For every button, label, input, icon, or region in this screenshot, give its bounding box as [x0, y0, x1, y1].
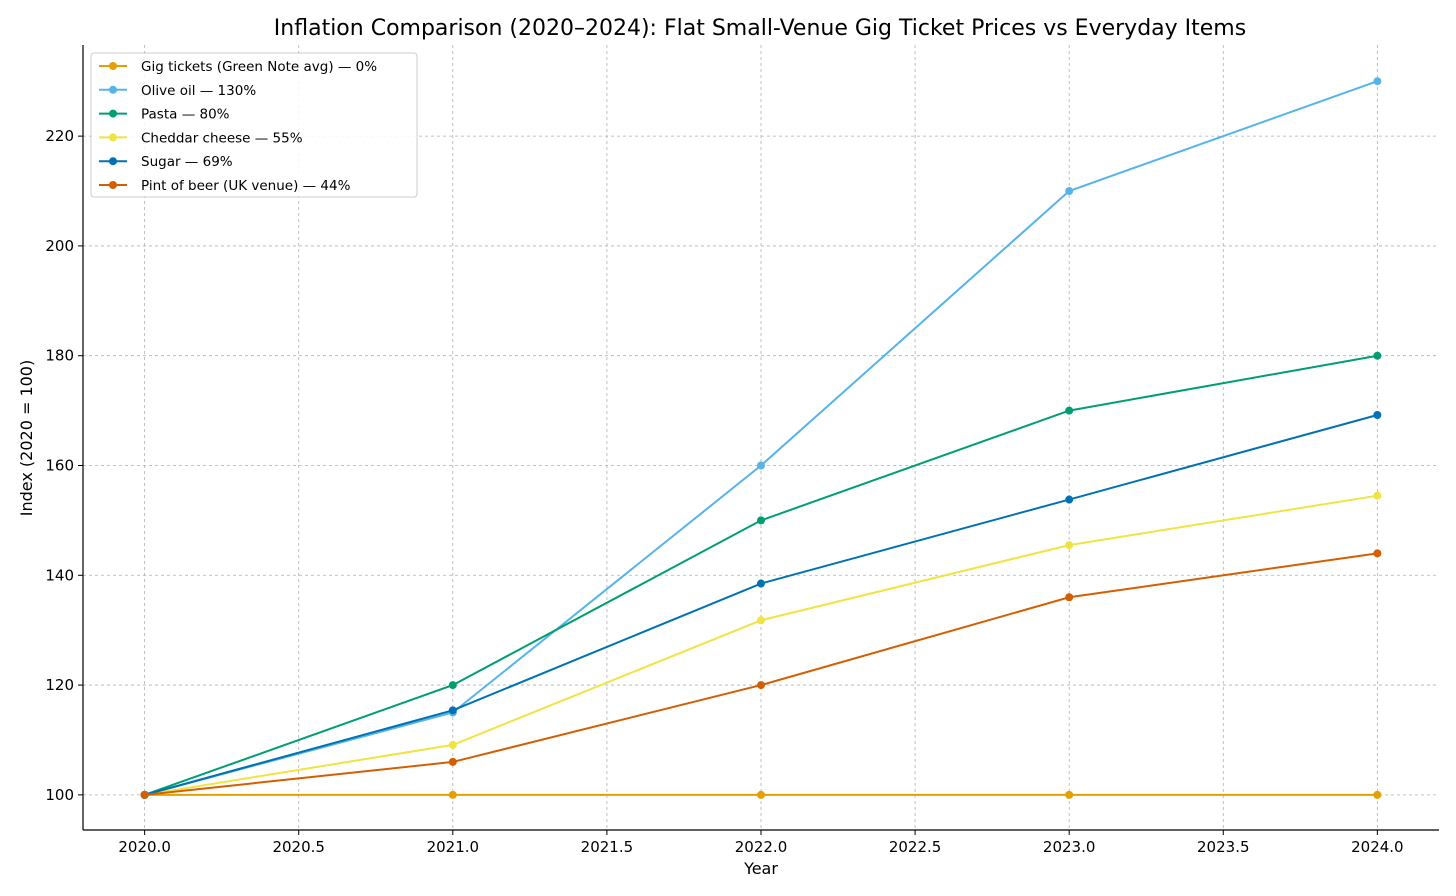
- data-point: [448, 740, 457, 749]
- y-tick-label: 180: [45, 347, 74, 365]
- legend-box: [90, 52, 418, 198]
- data-point: [448, 790, 457, 799]
- legend-swatch-marker: [109, 133, 117, 142]
- data-point: [448, 706, 457, 715]
- x-tick-label: 2023.5: [1197, 838, 1250, 856]
- data-point: [757, 616, 765, 625]
- x-tick-label: 2022.0: [735, 838, 788, 856]
- data-point: [1065, 593, 1074, 602]
- legend-item: Pasta — 80%: [99, 107, 230, 123]
- y-tick-label: 200: [45, 237, 74, 255]
- data-point: [1065, 406, 1074, 415]
- legend-label: Pasta — 80%: [141, 107, 230, 123]
- data-point: [1065, 790, 1074, 799]
- data-point: [757, 579, 765, 588]
- x-tick-label: 2024.0: [1351, 838, 1404, 856]
- legend-label: Gig tickets (Green Note avg) — 0%: [141, 59, 377, 75]
- y-axis-label: Index (2020 = 100): [17, 360, 36, 516]
- legend-item: Pint of beer (UK venue) — 44%: [99, 178, 351, 194]
- legend-item: Gig tickets (Green Note avg) — 0%: [99, 59, 377, 75]
- data-point: [757, 681, 765, 690]
- y-tick-label: 100: [45, 786, 74, 804]
- data-point: [757, 516, 765, 525]
- x-tick-label: 2023.0: [1043, 838, 1096, 856]
- data-point: [1373, 410, 1382, 419]
- series: [140, 549, 1382, 799]
- x-tick-label: 2020.0: [118, 838, 171, 856]
- data-point: [1373, 491, 1382, 500]
- series-line: [144, 552, 1378, 796]
- data-point: [1373, 351, 1382, 360]
- legend-swatch-marker: [109, 85, 117, 94]
- legend-swatch-marker: [109, 109, 117, 118]
- legend-item: Olive oil — 130%: [99, 83, 256, 99]
- data-point: [1373, 549, 1382, 558]
- legend-label: Olive oil — 130%: [141, 83, 256, 99]
- legend-swatch-marker: [109, 181, 117, 189]
- series: [140, 790, 1382, 799]
- y-tick-label: 220: [45, 127, 74, 145]
- legend-swatch-marker: [109, 62, 117, 70]
- data-point: [448, 757, 457, 766]
- y-tick-label: 120: [45, 676, 74, 694]
- data-point: [1065, 541, 1074, 550]
- data-point: [1373, 790, 1382, 799]
- series-group: [140, 77, 1382, 799]
- y-tick-label: 140: [45, 566, 74, 584]
- chart-title: Inflation Comparison (2020–2024): Flat S…: [274, 16, 1246, 41]
- legend-label: Pint of beer (UK venue) — 44%: [141, 178, 351, 194]
- data-point: [448, 681, 457, 690]
- legend-item: Sugar — 69%: [99, 154, 233, 170]
- legend-item: Cheddar cheese — 55%: [99, 130, 303, 146]
- x-axis-label: Year: [743, 859, 778, 878]
- x-tick-label: 2021.0: [427, 838, 480, 856]
- axes: 2020.0 2020.5 2021.0 2021.5 2022.0 2022.5 2023…: [45, 45, 1439, 856]
- data-point: [757, 790, 765, 799]
- data-point: [1065, 495, 1074, 504]
- legend-label: Sugar — 69%: [141, 154, 233, 170]
- x-tick-label: 2022.5: [889, 838, 942, 856]
- x-tick-label: 2020.5: [272, 838, 325, 856]
- data-point: [1065, 187, 1074, 196]
- data-point: [757, 461, 765, 470]
- x-tick-label: 2021.5: [581, 838, 634, 856]
- legend-label: Cheddar cheese — 55%: [141, 130, 303, 146]
- data-point: [1373, 77, 1382, 86]
- data-point: [140, 790, 149, 799]
- y-tick-label: 160: [45, 456, 74, 474]
- legend: Gig tickets (Green Note avg) — 0% Olive o…: [90, 52, 418, 198]
- legend-swatch-marker: [109, 157, 117, 166]
